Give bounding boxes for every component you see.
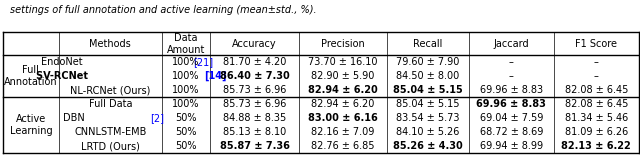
Text: SV-RCNet: SV-RCNet <box>36 71 92 81</box>
Text: Full Data: Full Data <box>88 99 132 109</box>
Text: 82.94 ± 6.20: 82.94 ± 6.20 <box>312 99 375 109</box>
Text: 68.72 ± 8.69: 68.72 ± 8.69 <box>479 127 543 137</box>
Text: 81.09 ± 6.26: 81.09 ± 6.26 <box>564 127 628 137</box>
Text: 84.10 ± 5.26: 84.10 ± 5.26 <box>396 127 460 137</box>
Text: –: – <box>509 57 514 67</box>
Text: [14]: [14] <box>204 71 227 81</box>
Text: 50%: 50% <box>175 141 197 151</box>
Text: 82.08 ± 6.45: 82.08 ± 6.45 <box>564 99 628 109</box>
Text: settings of full annotation and active learning (mean±std., %).: settings of full annotation and active l… <box>10 5 316 15</box>
Text: F1 Score: F1 Score <box>575 39 617 49</box>
Text: Jaccard: Jaccard <box>493 39 529 49</box>
Text: Active
Learning: Active Learning <box>10 114 52 136</box>
Text: 85.26 ± 4.30: 85.26 ± 4.30 <box>393 141 463 151</box>
Text: LRTD (Ours): LRTD (Ours) <box>81 141 140 151</box>
Text: 100%: 100% <box>172 85 200 95</box>
Text: 85.73 ± 6.96: 85.73 ± 6.96 <box>223 85 286 95</box>
Text: Methods: Methods <box>90 39 131 49</box>
Text: CNNLSTM-EMB: CNNLSTM-EMB <box>74 127 147 137</box>
Text: 85.04 ± 5.15: 85.04 ± 5.15 <box>396 99 460 109</box>
Text: [2]: [2] <box>150 113 164 123</box>
Text: 85.04 ± 5.15: 85.04 ± 5.15 <box>393 85 463 95</box>
Text: 84.50 ± 8.00: 84.50 ± 8.00 <box>397 71 460 81</box>
Text: NL-RCNet (Ours): NL-RCNet (Ours) <box>70 85 150 95</box>
Text: 69.94 ± 8.99: 69.94 ± 8.99 <box>480 141 543 151</box>
Text: –: – <box>509 71 514 81</box>
Text: Recall: Recall <box>413 39 443 49</box>
Text: 83.00 ± 6.16: 83.00 ± 6.16 <box>308 113 378 123</box>
Text: Accuracy: Accuracy <box>232 39 276 49</box>
Text: 69.96 ± 8.83: 69.96 ± 8.83 <box>480 85 543 95</box>
Text: SV-RCNet [14]: SV-RCNet [14] <box>72 71 149 81</box>
Text: 81.34 ± 5.46: 81.34 ± 5.46 <box>564 113 628 123</box>
Text: 100%: 100% <box>172 99 200 109</box>
Text: [21]: [21] <box>193 57 214 67</box>
Text: –: – <box>594 71 598 81</box>
Text: DBN [2]: DBN [2] <box>91 113 130 123</box>
Text: EndoNet [21]: EndoNet [21] <box>78 57 143 67</box>
Text: 82.16 ± 7.09: 82.16 ± 7.09 <box>312 127 375 137</box>
Text: 82.76 ± 6.85: 82.76 ± 6.85 <box>312 141 375 151</box>
Text: –: – <box>594 57 598 67</box>
Text: 100%: 100% <box>172 71 200 81</box>
Text: Precision: Precision <box>321 39 365 49</box>
Text: 79.60 ± 7.90: 79.60 ± 7.90 <box>396 57 460 67</box>
Text: 82.94 ± 6.20: 82.94 ± 6.20 <box>308 85 378 95</box>
Text: 86.40 ± 7.30: 86.40 ± 7.30 <box>220 71 289 81</box>
Text: 50%: 50% <box>175 113 197 123</box>
Text: 100%: 100% <box>172 57 200 67</box>
Text: 83.54 ± 5.73: 83.54 ± 5.73 <box>396 113 460 123</box>
Text: 50%: 50% <box>175 127 197 137</box>
Text: 69.96 ± 8.83: 69.96 ± 8.83 <box>476 99 546 109</box>
Text: EndoNet: EndoNet <box>42 57 86 67</box>
Text: 85.87 ± 7.36: 85.87 ± 7.36 <box>220 141 289 151</box>
Text: DBN: DBN <box>63 113 88 123</box>
Text: 84.88 ± 8.35: 84.88 ± 8.35 <box>223 113 286 123</box>
Text: 73.70 ± 16.10: 73.70 ± 16.10 <box>308 57 378 67</box>
Text: Data
Amount: Data Amount <box>167 33 205 54</box>
Text: 85.73 ± 6.96: 85.73 ± 6.96 <box>223 99 286 109</box>
Text: 69.04 ± 7.59: 69.04 ± 7.59 <box>479 113 543 123</box>
Text: Full
Annotation: Full Annotation <box>4 65 58 87</box>
Text: 82.90 ± 5.90: 82.90 ± 5.90 <box>312 71 375 81</box>
Text: 81.70 ± 4.20: 81.70 ± 4.20 <box>223 57 286 67</box>
Text: 85.13 ± 8.10: 85.13 ± 8.10 <box>223 127 286 137</box>
Text: 82.13 ± 6.22: 82.13 ± 6.22 <box>561 141 631 151</box>
Text: 82.08 ± 6.45: 82.08 ± 6.45 <box>564 85 628 95</box>
